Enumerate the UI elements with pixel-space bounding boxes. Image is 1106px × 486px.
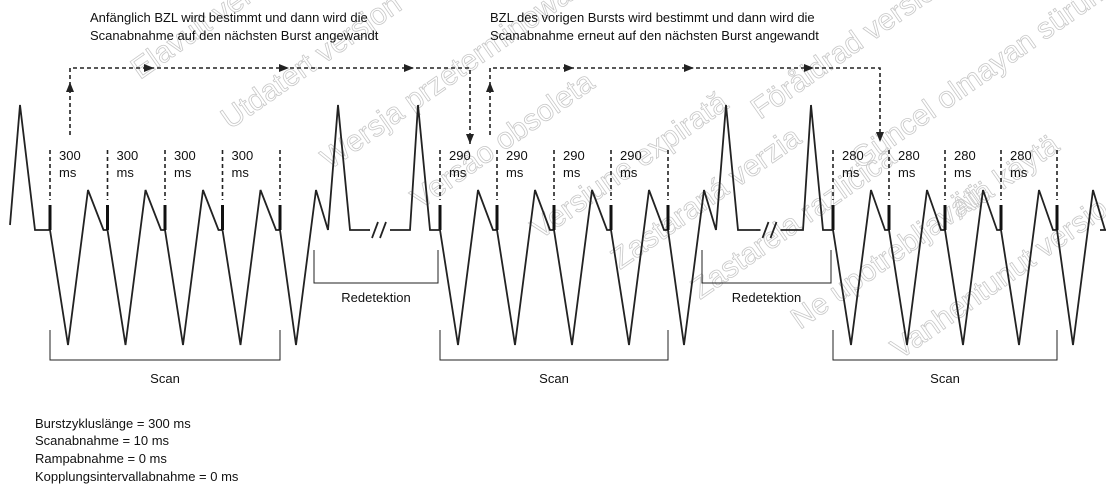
interval-unit: ms — [620, 165, 638, 180]
scan-label: Scan — [930, 371, 960, 386]
arrowhead — [466, 134, 474, 144]
wave — [106, 189, 165, 346]
interval-unit: ms — [59, 165, 77, 180]
arrowhead — [404, 64, 414, 72]
break — [379, 221, 387, 239]
arrowhead — [486, 82, 494, 92]
wave — [715, 104, 756, 231]
wave — [164, 189, 223, 346]
break — [371, 221, 379, 239]
wave — [49, 189, 108, 346]
wave — [496, 189, 554, 346]
interval-value: 280 — [954, 148, 976, 163]
wave — [610, 189, 668, 346]
wave — [553, 189, 611, 346]
interval-unit: ms — [954, 165, 972, 180]
annotation: Anfänglich BZL wird bestimmt und dann wi… — [90, 10, 368, 25]
interval-unit: ms — [842, 165, 860, 180]
break — [769, 221, 778, 239]
annotation: Scanabnahme erneut auf den nächsten Burs… — [490, 28, 819, 43]
wave — [1000, 189, 1057, 346]
interval-unit: ms — [1010, 165, 1028, 180]
setting: Kopplungsintervallabnahme = 0 ms — [35, 469, 239, 484]
interval-value: 280 — [1010, 148, 1032, 163]
scan-label: Scan — [150, 371, 180, 386]
scan-label: Scan — [539, 371, 569, 386]
flow-arrow — [69, 67, 471, 145]
setting: Burstzykluslänge = 300 ms — [35, 416, 191, 431]
redetection-bracket — [701, 250, 832, 284]
wave — [667, 189, 717, 346]
break — [761, 221, 770, 239]
redetection-label: Redetektion — [341, 290, 410, 305]
arrowhead — [876, 132, 884, 142]
arrowhead — [144, 64, 154, 72]
arrowhead — [564, 64, 574, 72]
arrowhead — [66, 82, 74, 92]
wave — [327, 104, 368, 231]
wave — [780, 104, 833, 231]
redetection-label: Redetektion — [732, 290, 801, 305]
interval-unit: ms — [898, 165, 916, 180]
interval-value: 280 — [898, 148, 920, 163]
interval-value: 290 — [506, 148, 528, 163]
setting: Rampabnahme = 0 ms — [35, 451, 167, 466]
interval-value: 300 — [232, 148, 254, 163]
interval-value: 300 — [174, 148, 196, 163]
scan-bracket — [832, 330, 1058, 361]
wave — [888, 189, 945, 346]
scan-bracket — [49, 330, 281, 361]
interval-unit: ms — [232, 165, 250, 180]
wave — [221, 189, 280, 346]
interval-value: 290 — [449, 148, 471, 163]
interval-value: 300 — [117, 148, 139, 163]
interval-unit: ms — [117, 165, 135, 180]
wave — [279, 189, 329, 346]
wave — [9, 104, 50, 231]
arrowhead — [804, 64, 814, 72]
interval-value: 300 — [59, 148, 81, 163]
wave — [1056, 189, 1106, 346]
wave — [832, 189, 889, 346]
wave — [439, 189, 497, 346]
wave — [390, 104, 440, 231]
interval-value: 290 — [563, 148, 585, 163]
interval-unit: ms — [506, 165, 524, 180]
redetection-bracket — [313, 250, 439, 284]
interval-unit: ms — [563, 165, 581, 180]
arrowhead — [279, 64, 289, 72]
wave — [944, 189, 1001, 346]
interval-value: 280 — [842, 148, 864, 163]
interval-value: 290 — [620, 148, 642, 163]
interval-unit: ms — [174, 165, 192, 180]
annotation: Scanabnahme auf den nächsten Burst angew… — [90, 28, 379, 43]
scan-bracket — [439, 330, 669, 361]
arrowhead — [684, 64, 694, 72]
waveform: 300 ms 300 ms 300 ms 300 ms Scan 290 ms 290 ms 290 ms 2… — [9, 64, 1106, 386]
interval-unit: ms — [449, 165, 467, 180]
setting: Scanabnahme = 10 ms — [35, 433, 170, 448]
annotation: BZL des vorigen Bursts wird bestimmt und… — [490, 10, 815, 25]
